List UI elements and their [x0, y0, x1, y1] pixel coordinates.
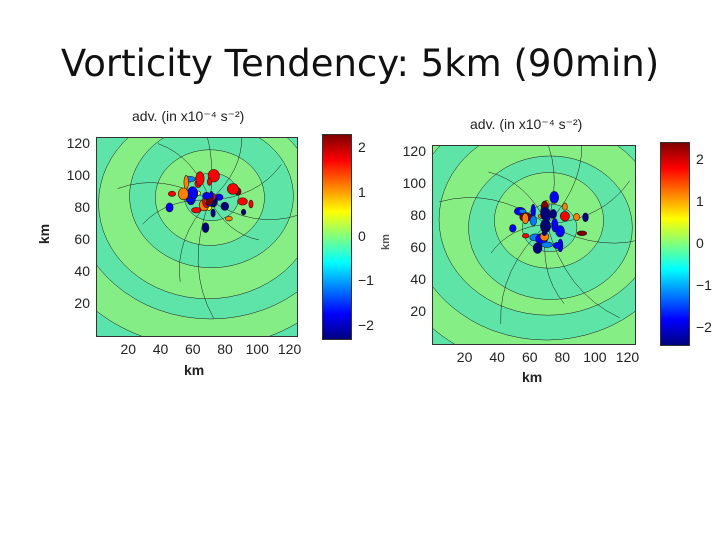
ytick-label: 120: [66, 135, 90, 152]
tendency-cell: [549, 191, 559, 204]
ytick-label: 20: [410, 303, 426, 320]
colorbar-tick-label: 0: [696, 235, 704, 251]
colorbar-tick-label: −2: [696, 319, 712, 336]
tendency-cell: [522, 233, 530, 239]
xtick-label: 100: [245, 341, 269, 357]
colorbar-tick-label: −2: [358, 316, 374, 333]
xtick-label: 40: [152, 341, 169, 357]
contour-arm: [157, 143, 211, 201]
tendency-cell: [529, 215, 537, 226]
left-heatmap-svg: [97, 138, 297, 336]
tendency-cell: [210, 208, 216, 218]
tendency-cell: [191, 207, 202, 214]
tendency-cell: [202, 192, 212, 200]
ytick-label: 60: [410, 239, 426, 256]
contour-arm: [546, 224, 620, 318]
tendency-cell: [542, 223, 552, 231]
left-ylabel: km: [36, 223, 53, 245]
tendency-cell: [225, 215, 233, 222]
tendency-cell: [178, 187, 189, 201]
xtick-label: 20: [120, 341, 137, 357]
xtick-label: 60: [184, 341, 201, 357]
ytick-label: 40: [410, 271, 426, 288]
contour-arm: [209, 138, 243, 201]
tendency-cell: [185, 197, 196, 203]
tendency-cell: [201, 222, 210, 233]
ytick-label: 100: [66, 167, 90, 184]
tendency-cell: [220, 201, 230, 211]
tendency-cell: [540, 206, 551, 221]
ytick-label: 40: [74, 263, 90, 280]
left-plot-title: adv. (in x10⁻⁴ s⁻²): [132, 108, 245, 124]
xtick-label: 40: [489, 349, 505, 365]
tendency-cell: [183, 175, 189, 190]
colorbar-tick-label: −1: [358, 272, 374, 289]
tendency-cell: [207, 177, 212, 186]
right-heatmap-svg: [433, 146, 635, 344]
tendency-cell: [165, 202, 174, 213]
colorbar-tick-label: 1: [358, 183, 366, 200]
tendency-cell: [555, 225, 565, 238]
tendency-cell: [541, 241, 554, 248]
tendency-cell: [582, 212, 589, 223]
ytick-label: 100: [402, 175, 426, 192]
ytick-label: 80: [74, 199, 90, 216]
tendency-cell: [576, 230, 588, 236]
tendency-cell: [248, 199, 254, 209]
ytick-label: 120: [402, 143, 426, 160]
slide-title: Vorticity Tendency: 5km (90min): [60, 42, 660, 85]
tendency-cell: [509, 224, 517, 233]
contour-arm: [117, 182, 211, 201]
colorbar-tick-label: 1: [696, 192, 704, 209]
tendency-cell: [167, 190, 176, 197]
colorbar-tick-label: 0: [358, 228, 366, 244]
tendency-cell: [521, 212, 529, 225]
colorbar-tick-label: 2: [696, 150, 704, 167]
right-heatmap: [432, 145, 636, 345]
xtick-label: 80: [554, 349, 571, 365]
tendency-cell: [549, 209, 557, 219]
left-colorbar: [322, 134, 352, 340]
contour-arm: [500, 224, 548, 324]
contour-arm: [209, 200, 297, 220]
tendency-cell: [559, 211, 570, 222]
left-heatmap: [96, 137, 298, 337]
tendency-cell: [518, 208, 527, 214]
xtick-label: 120: [615, 349, 640, 365]
ytick-label: 80: [410, 207, 426, 224]
ytick-label: 60: [74, 231, 90, 248]
tendency-cell: [541, 229, 547, 237]
right-ylabel-fragment: km: [379, 234, 392, 250]
xtick-label: 20: [456, 349, 473, 365]
right-colorbar: [660, 142, 690, 346]
tendency-cell: [573, 213, 580, 221]
right-plot-title: adv. (in x10⁻⁴ s⁻²): [470, 116, 583, 132]
colorbar-tick-label: −1: [696, 277, 712, 294]
tendency-cell: [532, 242, 543, 254]
tendency-cell: [562, 202, 568, 211]
tendency-cell: [237, 197, 248, 206]
xtick-label: 60: [521, 349, 538, 365]
tendency-cell: [241, 208, 247, 216]
tendency-cell: [227, 183, 239, 195]
xtick-label: 100: [583, 349, 607, 365]
contour-arm: [207, 138, 213, 201]
tendency-cell: [552, 242, 562, 249]
contour-arm: [197, 200, 214, 319]
colorbar-tick-label: 2: [358, 139, 366, 156]
ytick-label: 20: [74, 295, 90, 312]
xtick-label: 80: [217, 341, 233, 357]
tendency-cell: [195, 171, 205, 186]
xtick-label: 120: [277, 341, 302, 357]
left-xlabel: km: [184, 362, 205, 378]
right-xlabel: km: [522, 369, 543, 385]
